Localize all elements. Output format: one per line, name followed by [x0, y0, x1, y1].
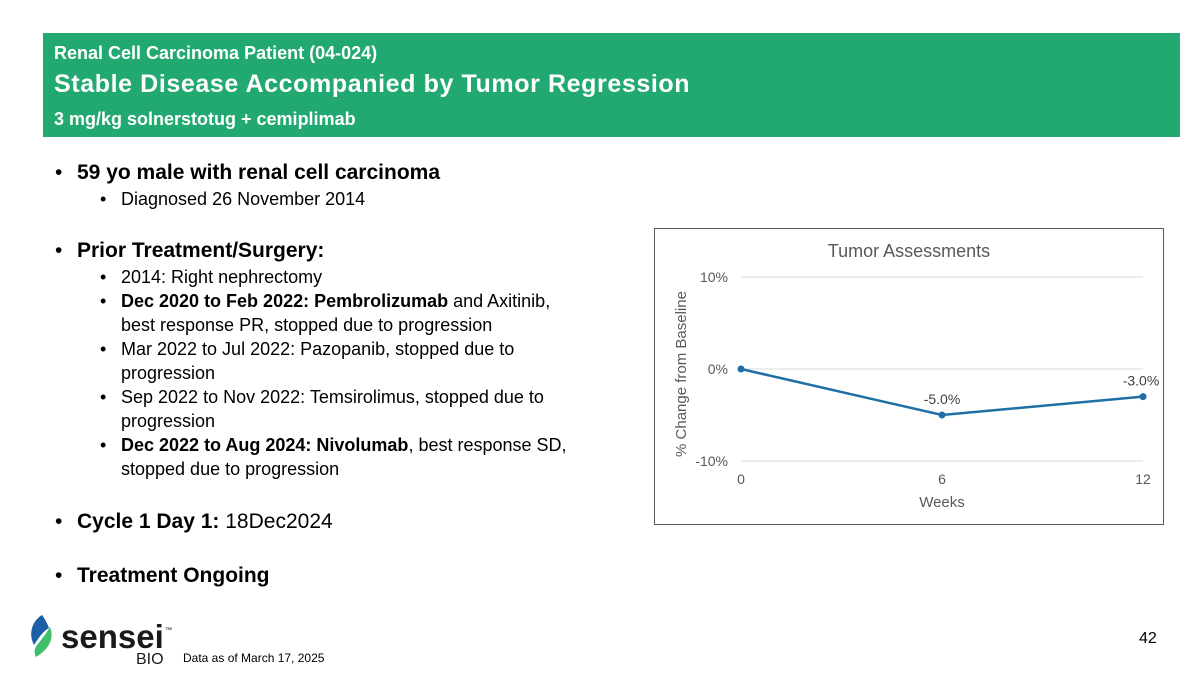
treatment-text: 2014: Right nephrectomy [121, 267, 323, 287]
sub-bullet-marker: • [100, 291, 107, 311]
x-axis-label: Weeks [919, 494, 965, 511]
logo-bio: BIO [136, 651, 164, 668]
treatment-text: Mar 2022 to Jul 2022: Pazopanib, stopped… [121, 339, 515, 359]
logo-swoosh-green [34, 627, 52, 657]
data-point [938, 411, 946, 419]
x-tick-label: 0 [737, 471, 745, 487]
patient-description: 59 yo male with renal cell carcinoma [77, 161, 440, 184]
data-point [1139, 393, 1147, 401]
chart-canvas: Tumor Assessments Weeks % Change from Ba… [673, 241, 1160, 511]
regimen-subtitle: 3 mg/kg solnerstotug + cemiplimab [54, 109, 356, 129]
sub-bullet-marker: • [100, 387, 107, 407]
treatment-text: and Axitinib, [448, 291, 551, 311]
slide-title: Stable Disease Accompanied by Tumor Regr… [54, 70, 691, 98]
data-cutoff-note: Data as of March 17, 2025 [183, 651, 325, 665]
page-number: 42 [1139, 630, 1157, 647]
treatment-bold-text: Dec 2020 to Feb 2022: Pembrolizumab [121, 291, 449, 311]
tumor-assessment-chart: Tumor Assessments Weeks % Change from Ba… [654, 228, 1164, 525]
treatment-text: Sep 2022 to Nov 2022: Temsirolimus, stop… [121, 387, 544, 407]
prior-treatment-heading: Prior Treatment/Surgery: [77, 239, 325, 262]
bullet-marker: • [55, 510, 63, 533]
cycle-label: Cycle 1 Day 1: [77, 510, 220, 533]
treatment-text-continued: progression [121, 411, 216, 431]
x-tick-label: 12 [1135, 471, 1151, 487]
sub-bullet-marker: • [100, 267, 107, 287]
bullet-marker: • [55, 564, 63, 587]
y-tick-label: 0% [708, 361, 728, 377]
y-tick-label: -10% [695, 453, 728, 469]
logo-trademark: ™ [165, 627, 172, 634]
y-tick-label: 10% [700, 269, 728, 285]
treatment-text-continued: progression [121, 363, 216, 383]
bullet-marker: • [55, 161, 63, 184]
logo-mark: sensei ™ BIO [31, 615, 172, 668]
data-point [737, 365, 745, 373]
title-banner: Renal Cell Carcinoma Patient (04-024) St… [43, 33, 1180, 137]
data-label: -3.0% [1123, 373, 1160, 389]
sub-bullet-marker: • [100, 435, 107, 455]
data-label: -5.0% [924, 391, 961, 407]
treatment-text-continued: best response PR, stopped due to progres… [121, 315, 493, 335]
patient-supertitle: Renal Cell Carcinoma Patient (04-024) [54, 43, 378, 63]
bullet-marker: • [55, 239, 63, 262]
sensei-bio-logo: sensei ™ BIO [28, 612, 188, 668]
logo-swoosh-blue [31, 615, 49, 645]
cycle-date: 18Dec2024 [219, 510, 333, 533]
chart-title: Tumor Assessments [828, 241, 990, 261]
treatment-text-continued: stopped due to progression [121, 459, 340, 479]
y-axis-label: % Change from Baseline [673, 291, 690, 457]
x-tick-label: 6 [938, 471, 946, 487]
treatment-bold-text: Dec 2022 to Aug 2024: Nivolumab [121, 435, 409, 455]
ongoing-status: Treatment Ongoing [77, 564, 270, 587]
sub-bullet-marker: • [100, 339, 107, 359]
sub-bullet-marker: • [100, 189, 107, 209]
diagnosis-date: Diagnosed 26 November 2014 [121, 189, 366, 209]
treatment-text: , best response SD, [408, 435, 567, 455]
logo-wordmark: sensei [61, 618, 164, 655]
